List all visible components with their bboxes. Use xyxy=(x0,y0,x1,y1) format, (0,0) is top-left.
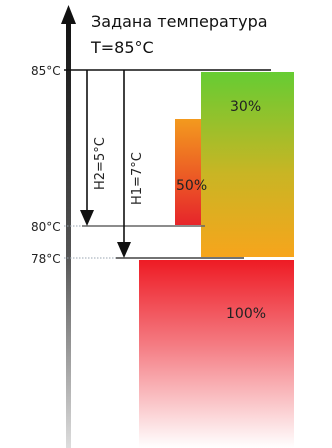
h2-arrow-head-icon xyxy=(80,210,94,226)
power-label-30: 30% xyxy=(230,99,261,115)
temperature-axis xyxy=(66,18,71,448)
power-block-100 xyxy=(139,260,294,448)
title-line-2: T=85°C xyxy=(91,38,154,57)
title-line-1: Задана температура xyxy=(91,12,268,31)
tick-label-78: 78°C xyxy=(31,252,61,266)
power-block-30 xyxy=(201,72,294,257)
power-label-50: 50% xyxy=(176,178,207,194)
power-label-100: 100% xyxy=(226,306,266,322)
tick-label-85: 85°C xyxy=(31,64,61,78)
power-block-50 xyxy=(175,119,205,225)
h1-label: H1=7°C xyxy=(130,152,145,205)
axis-arrow-icon xyxy=(61,5,76,24)
tick-label-80: 80°C xyxy=(31,220,61,234)
h1-arrow-head-icon xyxy=(117,242,131,258)
h2-label: H2=5°C xyxy=(93,137,108,190)
